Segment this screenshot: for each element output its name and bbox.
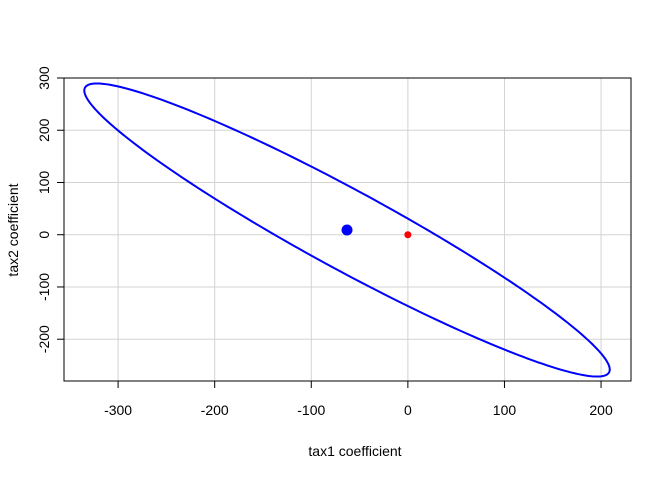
x-axis: -300 -200 -100 0 100 200 — [104, 380, 613, 418]
x-axis-title: tax1 coefficient — [308, 443, 401, 459]
x-tick-label: -300 — [104, 402, 132, 418]
y-tick-label: -100 — [36, 273, 52, 301]
x-tick-label: 0 — [404, 402, 412, 418]
confidence-ellipse — [83, 82, 611, 378]
x-tick-label: -100 — [297, 402, 325, 418]
origin-point — [404, 231, 412, 239]
y-tick-label: 200 — [36, 118, 52, 142]
estimate-point — [341, 224, 353, 236]
ellipse-layer — [83, 82, 611, 378]
points-layer — [341, 224, 412, 239]
y-tick-label: -200 — [36, 325, 52, 353]
x-tick-label: 100 — [493, 402, 517, 418]
x-tick-label: 200 — [589, 402, 613, 418]
x-tick-label: -200 — [201, 402, 229, 418]
y-tick-label: 300 — [36, 66, 52, 90]
y-axis-title: tax2 coefficient — [5, 183, 21, 276]
y-axis: -200 -100 0 100 200 300 — [36, 66, 65, 353]
y-tick-label: 0 — [36, 231, 52, 239]
y-tick-label: 100 — [36, 171, 52, 195]
